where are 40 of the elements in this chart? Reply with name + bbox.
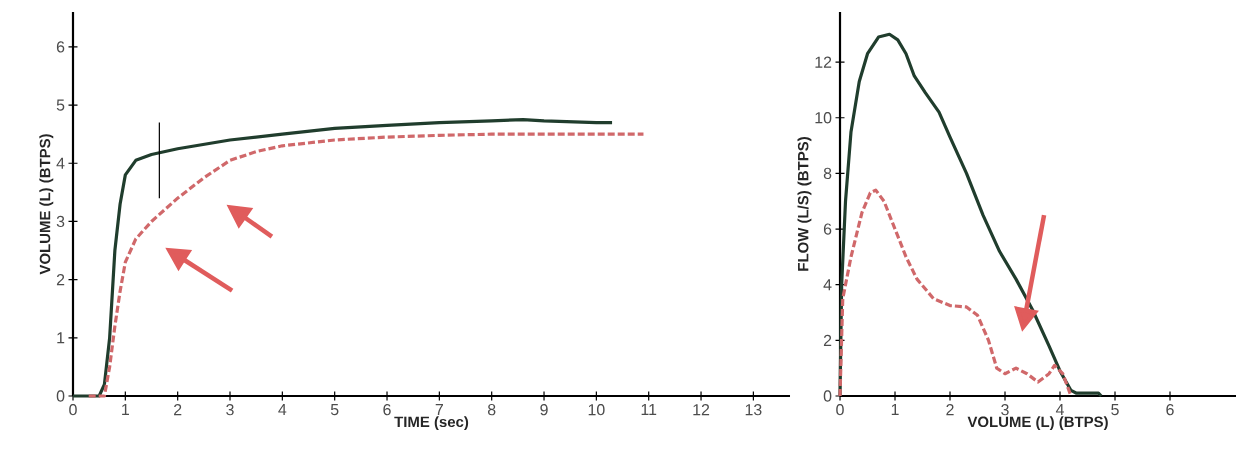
x-axis-title: VOLUME (L) (BTPS) — [967, 416, 1108, 431]
x-axis-title: TIME (sec) — [394, 416, 469, 431]
x-tick-label: 3 — [226, 404, 234, 416]
x-tick-label: 9 — [540, 404, 548, 416]
x-tick-label: 6 — [383, 404, 391, 416]
x-tick-label: 0 — [836, 404, 844, 416]
x-tick-label: 5 — [1111, 404, 1119, 416]
x-tick-label: 4 — [1055, 404, 1064, 415]
y-tick-label: 2 — [56, 274, 65, 286]
x-tick-label: 12 — [693, 404, 710, 416]
y-tick-label: 8 — [823, 167, 832, 180]
y-tick-label: 0 — [56, 390, 65, 402]
x-tick-label: 10 — [588, 404, 605, 416]
y-axis-title: VOLUME (L) (BTPS) — [39, 134, 54, 275]
x-tick-label: 8 — [487, 404, 496, 416]
y-tick-label: 4 — [823, 279, 832, 291]
y-tick-label: 10 — [815, 112, 832, 124]
x-tick-label: 2 — [174, 404, 182, 416]
x-tick-label: 2 — [946, 404, 954, 416]
y-tick-label: 3 — [56, 215, 65, 228]
x-tick-label: 4 — [278, 404, 287, 415]
x-tick-label: 11 — [641, 404, 657, 415]
y-tick-label: 5 — [56, 99, 65, 111]
line-series — [838, 188, 1073, 398]
x-tick-label: 1 — [122, 404, 129, 415]
x-tick-label: 6 — [1166, 404, 1174, 416]
x-tick-label: 3 — [1001, 404, 1009, 416]
x-tick-label: 13 — [745, 404, 762, 416]
y-tick-label: 6 — [56, 41, 65, 53]
x-tick-label: 1 — [891, 404, 899, 415]
y-tick-label: 0 — [823, 390, 832, 402]
y-tick-label: 1 — [57, 332, 65, 344]
x-tick-label: 7 — [435, 404, 443, 415]
y-axis-title: FLOW (L/S) (BTPS) — [797, 137, 812, 271]
y-tick-label: 4 — [56, 157, 65, 169]
y-tick-label: 6 — [823, 223, 832, 235]
x-tick-label: 0 — [69, 404, 77, 416]
y-tick-label: 2 — [823, 334, 832, 346]
y-tick-label: 12 — [815, 56, 832, 68]
x-tick-label: 5 — [330, 404, 339, 416]
